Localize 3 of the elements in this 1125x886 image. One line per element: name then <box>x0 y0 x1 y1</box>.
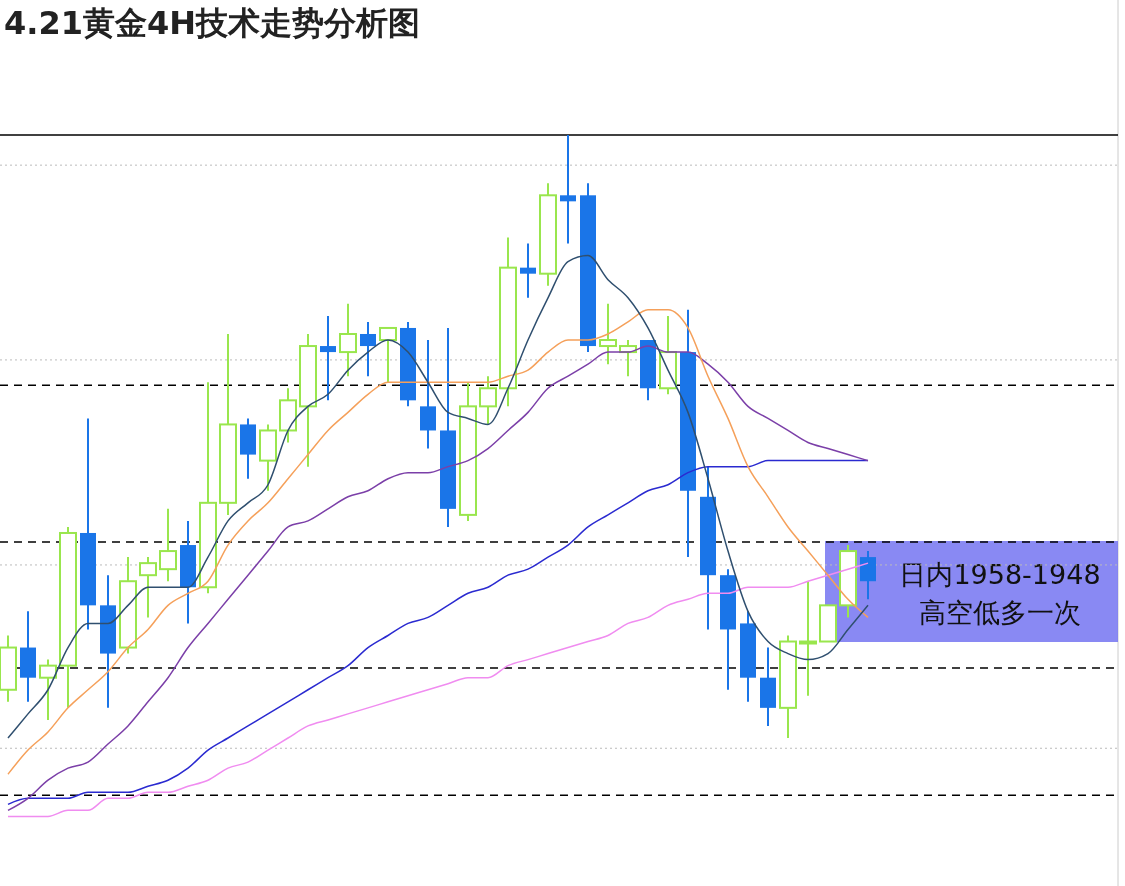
text: 高空低多一次 <box>919 597 1081 628</box>
chart-title: 4.21黄金4H技术走势分析图 <box>4 4 420 42</box>
text: 日内1958-1948 <box>899 559 1101 590</box>
